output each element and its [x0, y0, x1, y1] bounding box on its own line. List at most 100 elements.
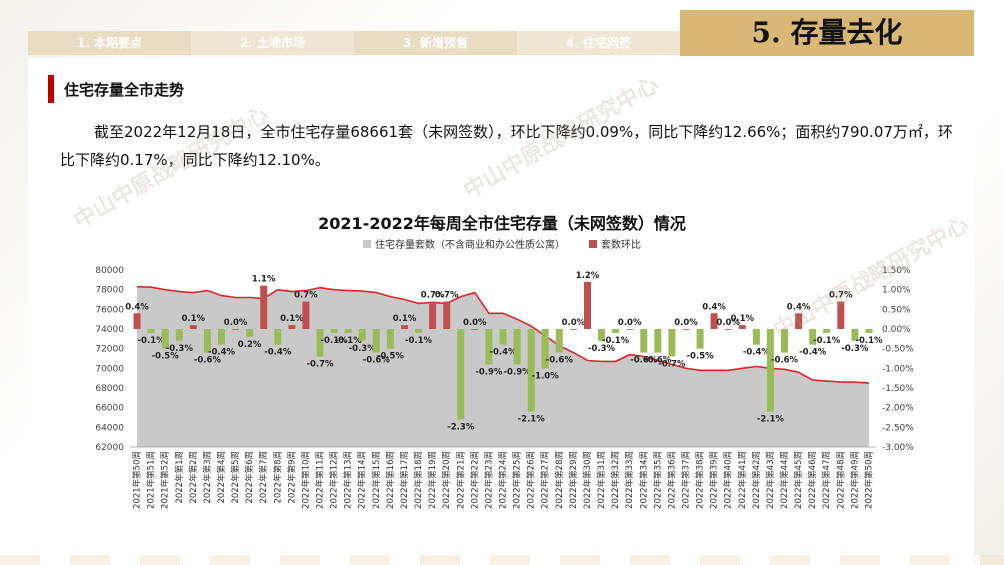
- x-tick-25: 2022年第23周: [483, 451, 494, 509]
- x-tick-6: 2022年第4周: [216, 451, 227, 504]
- bar-label-10: -0.4%: [264, 348, 292, 358]
- bar-27: [513, 329, 521, 365]
- bar-11: [288, 325, 296, 329]
- bar-label-48: -0.4%: [799, 348, 827, 358]
- y-left-tick-2: 66000: [95, 404, 124, 414]
- x-tick-49: 2022年第47周: [821, 451, 832, 509]
- footer-stripes: [0, 555, 1004, 565]
- bar-label-16: -0.3%: [349, 344, 377, 354]
- bar-label-4: 0.1%: [182, 314, 206, 324]
- bar-label-2: -0.5%: [152, 352, 180, 362]
- heading-text: 住宅存量全市走势: [64, 80, 185, 99]
- bar-26: [499, 329, 507, 345]
- y-left-tick-4: 70000: [95, 364, 124, 374]
- bar-42: [724, 329, 732, 330]
- bar-label-24: 0.0%: [463, 318, 487, 328]
- y-right-tick-2: 0.50%: [882, 305, 911, 315]
- bar-1: [147, 329, 155, 333]
- bar-label-42: 0.0%: [716, 318, 740, 328]
- x-tick-0: 2021年第50周: [132, 451, 143, 509]
- bar-label-12: 0.7%: [294, 291, 318, 301]
- bar-label-9: 1.1%: [252, 275, 276, 285]
- x-tick-12: 2022年第10周: [300, 451, 311, 509]
- bar-label-29: -1.0%: [532, 371, 560, 381]
- bar-label-17: -0.6%: [363, 356, 391, 366]
- bar-label-43: 0.1%: [731, 314, 755, 324]
- bar-label-11: 0.1%: [280, 314, 304, 324]
- tab-4[interactable]: 4. 住宅网签: [517, 31, 680, 55]
- x-tick-32: 2022年第30周: [582, 451, 593, 509]
- x-tick-35: 2022年第33周: [624, 451, 635, 509]
- bar-51: [851, 329, 859, 341]
- bar-label-39: 0.0%: [674, 318, 698, 328]
- x-tick-1: 2021年第51周: [146, 451, 157, 509]
- bar-label-28: -2.1%: [518, 415, 546, 425]
- x-tick-5: 2022年第3周: [202, 451, 213, 504]
- section-title-box: 5. 存量去化: [680, 10, 974, 56]
- x-tick-14: 2022年第12周: [329, 451, 340, 509]
- bar-48: [809, 329, 817, 345]
- bar-label-19: 0.1%: [393, 314, 417, 324]
- bar-29: [541, 329, 549, 369]
- bar-19: [401, 325, 408, 329]
- x-tick-43: 2022年第41周: [737, 451, 748, 509]
- bar-label-7: 0.0%: [224, 318, 248, 328]
- area-series-fill: [137, 286, 869, 447]
- bar-18: [386, 329, 394, 349]
- x-tick-51: 2022年第49周: [849, 451, 860, 509]
- bar-9: [260, 285, 268, 329]
- subheading: 住宅存量全市走势: [48, 75, 184, 103]
- bar-label-1: -0.1%: [138, 336, 166, 346]
- bar-label-18: -0.5%: [377, 352, 405, 362]
- bar-0: [133, 313, 141, 329]
- x-tick-52: 2022年第50周: [864, 451, 875, 509]
- x-tick-30: 2022年第28周: [554, 451, 565, 509]
- x-tick-24: 2022年第22周: [469, 451, 480, 509]
- bar-4: [189, 325, 197, 329]
- y-right-tick-5: -1.00%: [882, 364, 914, 374]
- x-tick-27: 2022年第25周: [512, 451, 523, 509]
- y-left-tick-6: 74000: [95, 325, 124, 335]
- bar-40: [696, 329, 704, 349]
- bar-12: [302, 301, 310, 329]
- tab-2[interactable]: 2. 土地市场: [191, 31, 354, 55]
- bar-label-0: 0.4%: [125, 302, 149, 312]
- y-left-tick-1: 64000: [95, 423, 124, 433]
- tab-3[interactable]: 3. 新增预售: [354, 31, 517, 55]
- y-left-tick-0: 62000: [95, 443, 124, 453]
- x-tick-26: 2022年第24周: [498, 451, 509, 509]
- bar-10: [274, 329, 282, 345]
- bar-28: [527, 329, 535, 412]
- bar-label-23: -2.3%: [447, 423, 475, 433]
- x-tick-33: 2022年第31周: [596, 451, 607, 509]
- legend-swatch-bar: [589, 239, 597, 248]
- x-tick-8: 2022年第6周: [244, 451, 255, 504]
- legend-label-bar: 套数环比: [601, 240, 641, 251]
- x-tick-50: 2022年第48周: [835, 451, 846, 509]
- bar-label-22: 0.7%: [435, 291, 459, 301]
- bar-45: [766, 329, 774, 412]
- x-tick-19: 2022年第17周: [399, 451, 410, 509]
- bar-39: [682, 329, 690, 330]
- bar-52: [865, 329, 873, 333]
- bar-36: [640, 329, 648, 353]
- y-left-tick-8: 78000: [95, 286, 124, 296]
- tab-1[interactable]: 1. 本期要点: [28, 31, 191, 55]
- x-tick-17: 2022年第15周: [371, 451, 382, 509]
- bar-37: [654, 329, 662, 353]
- bar-34: [612, 329, 620, 333]
- bar-label-32: 1.2%: [576, 271, 600, 281]
- x-tick-42: 2022年第40周: [723, 451, 734, 509]
- x-tick-15: 2022年第13周: [343, 451, 354, 509]
- y-right-tick-6: -1.50%: [882, 384, 914, 394]
- x-tick-46: 2022年第44周: [779, 451, 790, 509]
- y-left-tick-9: 80000: [95, 266, 124, 276]
- y-right-tick-4: -0.50%: [882, 345, 914, 355]
- x-tick-2: 2021年第52周: [160, 451, 171, 509]
- bar-15: [344, 329, 352, 333]
- bar-5: [203, 329, 211, 353]
- chart-title: 2021-2022年每周全市住宅存量（未网签数）情况: [318, 214, 686, 233]
- bar-label-34: -0.1%: [602, 336, 630, 346]
- bar-35: [626, 329, 634, 330]
